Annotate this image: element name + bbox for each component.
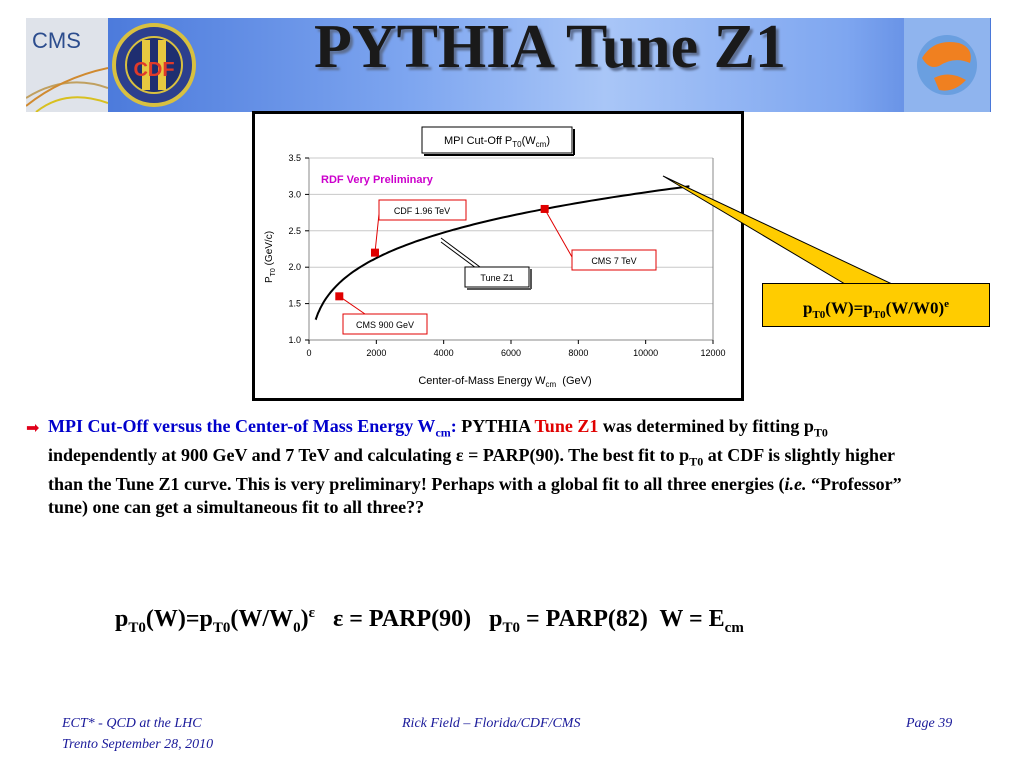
tick-label-y: 1.0 bbox=[288, 335, 301, 345]
topic-text: MPI Cut-Off versus the Center-of Mass En… bbox=[48, 416, 457, 440]
svg-text:CMS 900 GeV: CMS 900 GeV bbox=[356, 320, 414, 330]
chart-frame: MPI Cut-Off PT0(Wcm) RDF Very Preliminar… bbox=[252, 111, 744, 401]
footer-page-number: Page 39 bbox=[906, 716, 953, 731]
chart-title: MPI Cut-Off PT0(Wcm) bbox=[444, 135, 550, 149]
formula-line: pT0(W)=pT0(W/W0)ε ε = PARP(90) pT0 = PAR… bbox=[115, 605, 744, 636]
series-line-tune-z1 bbox=[314, 185, 690, 321]
tick-label-x: 8000 bbox=[568, 348, 588, 358]
svg-text:CDF 1.96 TeV: CDF 1.96 TeV bbox=[394, 206, 450, 216]
cdf-logo-text: CDF bbox=[133, 59, 174, 81]
tick-label-x: 10000 bbox=[633, 348, 658, 358]
chart-title-box bbox=[421, 126, 573, 154]
leader-cdf-196 bbox=[374, 213, 380, 253]
chart-watermark: RDF Very Preliminary bbox=[321, 174, 434, 186]
cms-logo: CMS bbox=[26, 18, 108, 112]
tick-label-x: 0 bbox=[306, 348, 311, 358]
label-tune-z1: Tune Z1 bbox=[464, 266, 532, 290]
cms-logo-graphic bbox=[26, 67, 108, 112]
cdf-logo: CDF bbox=[111, 22, 197, 108]
tick-label-x: 4000 bbox=[434, 348, 454, 358]
footer-left-line2: Trento September 28, 2010 bbox=[62, 737, 214, 752]
footer-center: Rick Field – Florida/CDF/CMS bbox=[402, 716, 581, 731]
callout-formula: pT0(W)=pT0(W/W0)e bbox=[762, 283, 990, 327]
leader-tune-z1 bbox=[440, 237, 481, 268]
leader-cms-900 bbox=[339, 295, 366, 315]
svg-text:Tune Z1: Tune Z1 bbox=[480, 273, 513, 283]
tick-label-x: 6000 bbox=[501, 348, 521, 358]
data-point bbox=[370, 248, 379, 257]
label-cms-900: CMS 900 GeV bbox=[342, 313, 428, 335]
label-cms-7: CMS 7 TeV bbox=[571, 249, 657, 271]
footer-left-line1: ECT* - QCD at the LHC bbox=[62, 716, 202, 731]
page-title: PYTHIA Tune Z1 bbox=[313, 13, 787, 81]
body-paragraph: MPI Cut-Off versus the Center-of Mass En… bbox=[48, 416, 902, 517]
tick-label-y: 3.5 bbox=[288, 153, 301, 163]
tune-highlight: Tune Z1 bbox=[534, 416, 599, 436]
y-axis-label: PT0 (GeV/c) bbox=[264, 231, 277, 283]
tick-label-y: 3.0 bbox=[288, 189, 301, 199]
cms-logo-text: CMS bbox=[32, 28, 81, 53]
tick-label-x: 2000 bbox=[366, 348, 386, 358]
x-axis-label: Center-of-Mass Energy Wcm (GeV) bbox=[418, 375, 591, 389]
tick-label-y: 2.0 bbox=[288, 262, 301, 272]
data-point bbox=[540, 204, 549, 213]
tick-label-y: 2.5 bbox=[288, 226, 301, 236]
bullet-arrow-icon: ➡ bbox=[26, 420, 40, 437]
florida-logo bbox=[904, 18, 990, 112]
svg-text:CMS 7 TeV: CMS 7 TeV bbox=[591, 256, 636, 266]
leader-tune-z1-b bbox=[440, 241, 477, 269]
tick-label-x: 12000 bbox=[700, 348, 725, 358]
leader-cms-7 bbox=[544, 208, 573, 258]
label-cdf-196: CDF 1.96 TeV bbox=[378, 199, 467, 221]
chart-svg: MPI Cut-Off PT0(Wcm) RDF Very Preliminar… bbox=[264, 126, 726, 389]
tick-label-y: 1.5 bbox=[288, 299, 301, 309]
data-point bbox=[335, 292, 344, 301]
